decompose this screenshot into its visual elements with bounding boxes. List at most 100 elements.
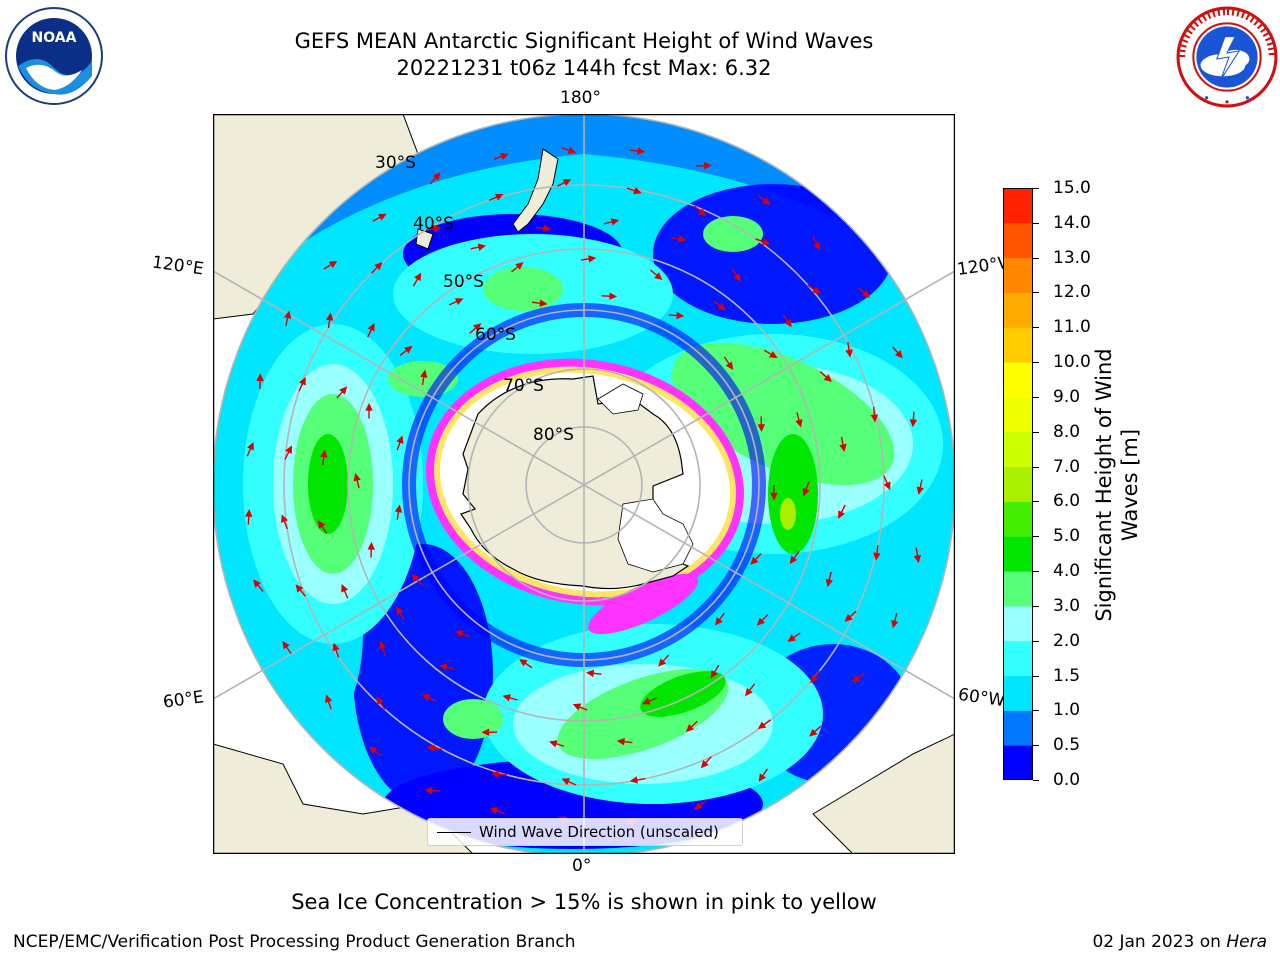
wave-arrow-head bbox=[795, 419, 803, 428]
wave-arrow-head bbox=[588, 255, 597, 263]
wave-arrow-head bbox=[543, 224, 552, 232]
colorbar-segment bbox=[1003, 188, 1033, 224]
wave-arrow-head bbox=[642, 697, 651, 705]
wave-arrow-head bbox=[374, 262, 383, 271]
noaa-logo-icon: NOAA bbox=[5, 7, 103, 105]
colorbar-segment bbox=[1003, 571, 1033, 607]
colorbar-segment bbox=[1003, 675, 1033, 711]
wave-arrow-head bbox=[256, 373, 264, 382]
wave-arrow-head bbox=[285, 445, 292, 454]
colorbar-tick-mark bbox=[1033, 571, 1039, 573]
wave-arrow-head bbox=[756, 617, 765, 626]
colorbar-tick-label: 3.0 bbox=[1053, 595, 1081, 616]
wave-arrow-head bbox=[489, 807, 499, 815]
wave-arrow-head bbox=[802, 487, 810, 497]
wave-arrow-head bbox=[414, 272, 422, 282]
colorbar-tick-label: 8.0 bbox=[1053, 421, 1081, 442]
colorbar-tick-label: 10.0 bbox=[1053, 352, 1091, 373]
colorbar-tick-label: 0.5 bbox=[1053, 735, 1081, 756]
colorbar-tick-label: 4.0 bbox=[1053, 561, 1081, 582]
colorbar-segment bbox=[1003, 466, 1033, 502]
wave-arrow-head bbox=[715, 617, 723, 626]
wave-arrow-head bbox=[245, 509, 253, 517]
chart-title-line-2: 20221231 t06z 144h fcst Max: 6.32 bbox=[396, 56, 772, 80]
wave-arrow-head bbox=[697, 208, 707, 217]
colorbar-segment bbox=[1003, 292, 1033, 328]
wave-arrow-head bbox=[809, 728, 818, 737]
colorbar-tick-mark bbox=[1033, 536, 1039, 538]
wave-arrow-head bbox=[761, 238, 771, 246]
colorbar bbox=[1003, 188, 1033, 780]
wave-arrow-head bbox=[745, 687, 753, 697]
wave-arrow-head bbox=[758, 773, 767, 782]
wave-arrow-head bbox=[396, 606, 404, 615]
wave-arrow-head bbox=[694, 802, 703, 810]
colorbar-tick-mark bbox=[1033, 745, 1039, 747]
wave-arrow-head bbox=[432, 172, 441, 181]
wave-arrow-head bbox=[325, 312, 334, 321]
wave-arrow-head bbox=[678, 235, 687, 243]
nws-logo-icon bbox=[1176, 6, 1278, 108]
wave-arrow-head bbox=[757, 721, 767, 729]
colorbar-tick-mark bbox=[1033, 710, 1039, 712]
wave-arrow-head bbox=[439, 663, 448, 671]
wave-arrow-head bbox=[378, 213, 387, 221]
wave-arrow-head bbox=[454, 630, 464, 638]
wave-arrow-head bbox=[500, 152, 509, 160]
wave-arrow-head bbox=[253, 579, 261, 588]
wave-arrow-head bbox=[610, 218, 620, 226]
footer-date-text: 02 Jan 2023 on bbox=[1092, 932, 1227, 952]
wave-arrow-head bbox=[539, 299, 548, 307]
legend-label: Wind Wave Direction (unscaled) bbox=[479, 823, 719, 841]
antarctic-wave-map: 30°S 40°S 50°S 60°S 70°S 80°S bbox=[213, 114, 955, 854]
wave-arrow-head bbox=[750, 556, 759, 565]
wave-arrow-head bbox=[870, 414, 879, 423]
wave-arrow-head bbox=[616, 737, 625, 746]
wave-arrow-head bbox=[913, 554, 922, 564]
wave-arrow-head bbox=[411, 574, 420, 583]
wave-arrow-head bbox=[396, 435, 404, 444]
colorbar-segment bbox=[1003, 327, 1033, 363]
colorbar-segment bbox=[1003, 362, 1033, 398]
wave-arrow-head bbox=[515, 262, 524, 270]
wave-arrow-head bbox=[394, 504, 403, 513]
antarctica-land bbox=[460, 375, 690, 590]
lon-label-0: 0° bbox=[572, 856, 592, 876]
lat-label-50s: 50°S bbox=[443, 272, 484, 292]
colorbar-ticks: 0.0 0.5 1.0 1.5 2.0 3.0 4.0 5.0 6.0 7.0 8.0 9.0 10.0… bbox=[1033, 180, 1103, 790]
wave-arrow-head bbox=[282, 640, 290, 650]
wave-arrow-head bbox=[572, 703, 582, 711]
wave-arrow-head bbox=[703, 162, 712, 170]
wave-arrow-head bbox=[883, 481, 891, 491]
colorbar-segment bbox=[1003, 501, 1033, 537]
wave-arrow-head bbox=[861, 289, 870, 298]
wave-arrow-head bbox=[787, 634, 796, 642]
wave-arrow-head bbox=[813, 241, 820, 251]
wave-arrow-head bbox=[247, 441, 254, 451]
wave-arrow-head bbox=[332, 642, 340, 652]
wave-arrow-head bbox=[298, 376, 306, 386]
wave-arrow-head bbox=[839, 443, 847, 453]
wave-arrow-head bbox=[379, 640, 387, 650]
wave-arrow-head bbox=[519, 658, 528, 667]
colorbar-segment bbox=[1003, 396, 1033, 433]
wave-arrow-head bbox=[567, 146, 577, 154]
wave-arrow-head bbox=[825, 578, 833, 588]
wave-arrow-head bbox=[629, 776, 638, 784]
wave-arrow-head bbox=[770, 492, 778, 501]
lon-label-60w: 60°W bbox=[956, 684, 1007, 712]
colorbar-tick-label: 1.5 bbox=[1053, 665, 1081, 686]
colorbar-tick-label: 7.0 bbox=[1053, 456, 1081, 477]
footer-organization: NCEP/EMC/Verification Post Processing Pr… bbox=[13, 932, 576, 952]
wave-arrow-head bbox=[353, 473, 361, 482]
wave-arrow-head bbox=[717, 302, 727, 311]
wave-arrow-head bbox=[810, 674, 818, 684]
wave-arrow-head bbox=[420, 369, 428, 378]
wave-arrow-head bbox=[873, 552, 881, 561]
wave-arrow-head bbox=[328, 260, 338, 269]
wave-arrow-head bbox=[422, 694, 431, 702]
wave-arrow-head bbox=[909, 419, 918, 428]
lon-label-60e: 60°E bbox=[161, 687, 206, 713]
lat-label-30s: 30°S bbox=[375, 153, 416, 173]
colorbar-segment bbox=[1003, 710, 1033, 746]
